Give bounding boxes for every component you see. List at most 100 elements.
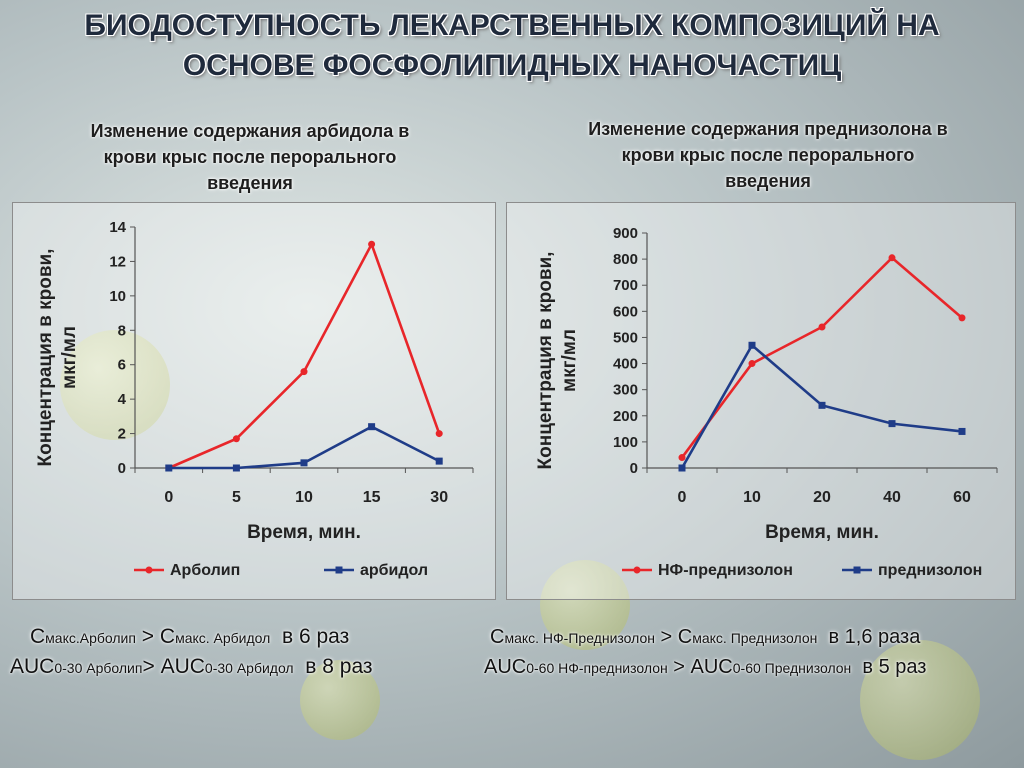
chart-caption-right: Изменение содержания преднизолона в кров… [528, 116, 1008, 194]
y-tick-label: 2 [118, 426, 126, 443]
formula-subscript: макс.Арболип [45, 630, 136, 646]
x-tick-label: 40 [883, 489, 901, 506]
y-tick-label: 200 [613, 408, 638, 425]
formula-subscript: макс. НФ-Преднизолон [504, 630, 655, 646]
legend-marker [145, 566, 153, 574]
formula-symbol: С [677, 626, 693, 648]
caption-line: крови крыс после перорального [103, 147, 397, 167]
formula-symbol: С [30, 625, 46, 648]
y-tick-label: 900 [613, 225, 638, 242]
formula-left-cmax: Смакс.Арболип > Смакс. Арбидол в 6 раз [30, 622, 349, 653]
y-axis-title-line: мкг/мл [59, 326, 80, 389]
y-tick-label: 0 [118, 460, 126, 477]
formula-right-auc: AUC0-60 НФ-преднизолон > AUC0-60 Предниз… [484, 652, 926, 683]
formula-right-cmax: Смакс. НФ-Преднизолон > Смакс. Преднизол… [490, 622, 920, 653]
formula-operator: > [135, 625, 160, 648]
x-axis-title: Время, мин. [765, 522, 879, 543]
formula-operator: > [142, 655, 161, 678]
data-point [958, 314, 966, 322]
formula-symbol: AUC [690, 656, 733, 678]
formula-operator: > [654, 626, 678, 648]
background-sphere [300, 660, 380, 740]
data-point [748, 341, 756, 349]
formula-symbol: AUC [160, 655, 205, 678]
data-point [888, 420, 896, 428]
chart-arbidol: 0 2 4 6 8 10 12 14 0 5 10 15 30 Время, мин. Концентрац… [35, 219, 474, 579]
x-tick-label: 10 [295, 489, 313, 506]
formula-ratio: в 5 раз [851, 656, 927, 678]
x-axis-title: Время, мин. [247, 522, 361, 543]
formula-subscript: макс. Арбидол [175, 630, 271, 646]
formula-symbol: AUC [10, 655, 55, 678]
chart-caption-left: Изменение содержания арбидола в крови кр… [30, 118, 470, 196]
formula-subscript: 0-30 Арболип [54, 660, 143, 676]
y-tick-label: 300 [613, 382, 638, 399]
x-tick-label: 30 [430, 489, 448, 506]
data-point [232, 435, 240, 443]
legend-marker [335, 566, 343, 574]
background-sphere [540, 560, 630, 650]
formula-subscript: 0-60 НФ-преднизолон [526, 660, 668, 676]
y-tick-label: 6 [118, 357, 126, 374]
legend-label: Арболип [170, 562, 240, 579]
y-tick-label: 12 [109, 253, 126, 270]
formula-ratio: в 1,6 раза [817, 626, 921, 648]
data-point [818, 401, 826, 409]
formula-symbol: С [490, 626, 505, 648]
formula-ratio: в 8 раз [293, 655, 373, 678]
x-tick-label: 0 [164, 489, 173, 506]
data-point [435, 457, 443, 465]
background-sphere [860, 640, 980, 760]
legend-label: арбидол [360, 562, 428, 579]
formula-symbol: С [159, 625, 176, 648]
chart-panel-left: 0 2 4 6 8 10 12 14 0 5 10 15 30 Время, мин. Концентрац… [12, 202, 496, 600]
legend-label: НФ-преднизолон [658, 562, 793, 579]
data-point [678, 454, 686, 462]
data-point [300, 459, 308, 467]
x-tick-label: 5 [232, 489, 241, 506]
formula-left-auc: AUC0-30 Арболип> AUC0-30 Арбидол в 8 раз [10, 652, 373, 683]
caption-line: введения [725, 171, 811, 191]
data-point [678, 464, 686, 472]
y-tick-label: 800 [613, 251, 638, 268]
page-title-line2: ОСНОВЕ ФОСФОЛИПИДНЫХ НАНОЧАСТИЦ [182, 49, 842, 82]
formula-subscript: 0-30 Арбидол [204, 660, 294, 676]
legend-marker [633, 566, 641, 574]
legend-label: преднизолон [878, 562, 982, 579]
y-tick-label: 14 [109, 219, 126, 236]
series-line-red [168, 241, 441, 470]
data-point [435, 430, 443, 438]
caption-line: крови крыс после перорального [621, 145, 915, 165]
formula-operator: > [667, 656, 691, 678]
data-point [300, 368, 308, 376]
y-axis-title-line: мкг/мл [559, 329, 580, 392]
legend-marker [853, 566, 861, 574]
data-point [232, 464, 240, 472]
caption-line: Изменение содержания арбидола в [90, 121, 410, 141]
y-tick-label: 700 [613, 277, 638, 294]
y-axis-title-line: Концентрация в крови, [35, 249, 56, 467]
chart-prednisolone: 0 100 200 300 400 500 600 700 800 900 0 10 20 40 60 Вре… [535, 225, 998, 579]
y-tick-label: 10 [109, 288, 126, 305]
data-point [368, 423, 376, 431]
data-point [818, 323, 826, 331]
data-point [368, 240, 376, 248]
y-tick-label: 400 [613, 356, 638, 373]
caption-line: Изменение содержания преднизолона в [588, 119, 948, 139]
page-title: БИОДОСТУПНОСТЬ ЛЕКАРСТВЕННЫХ КОМПОЗИЦИЙ … [0, 6, 1024, 86]
background-sphere [60, 330, 170, 440]
y-tick-label: 4 [118, 391, 127, 408]
x-tick-label: 0 [678, 489, 687, 506]
y-tick-label: 8 [118, 322, 126, 339]
data-point [165, 464, 173, 472]
y-axis-title-line: Концентрация в крови, [535, 252, 556, 470]
page-title-line1: БИОДОСТУПНОСТЬ ЛЕКАРСТВЕННЫХ КОМПОЗИЦИЙ … [84, 9, 940, 42]
formula-symbol: AUC [484, 656, 527, 678]
x-tick-label: 15 [363, 489, 381, 506]
data-point [748, 360, 756, 368]
caption-line: введения [207, 173, 293, 193]
data-point [958, 427, 966, 435]
chart-panel-right: 0 100 200 300 400 500 600 700 800 900 0 10 20 40 60 Вре… [506, 202, 1016, 600]
y-tick-label: 500 [613, 329, 638, 346]
x-tick-label: 60 [953, 489, 971, 506]
